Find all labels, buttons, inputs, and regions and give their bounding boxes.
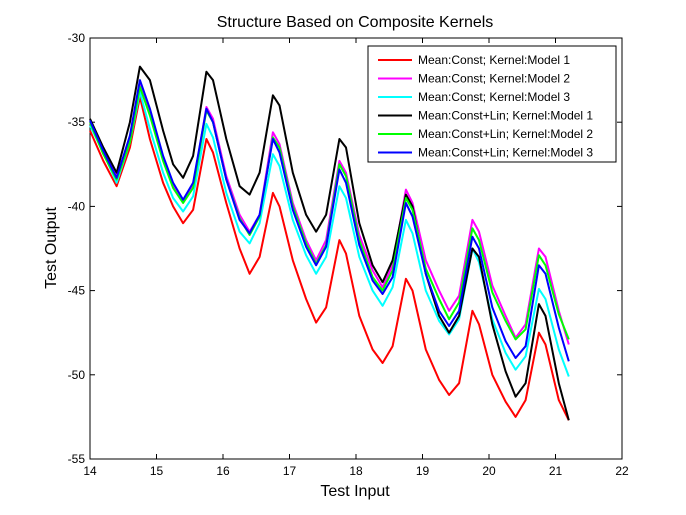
y-tick-label: -50 (68, 368, 86, 382)
x-tick-label: 15 (150, 464, 164, 478)
x-tick-label: 18 (349, 464, 363, 478)
legend-label-2: Mean:Const; Kernel:Model 2 (418, 72, 570, 86)
x-tick-label: 22 (615, 464, 629, 478)
y-tick-label: -35 (68, 115, 86, 129)
series-line-1 (89, 95, 570, 421)
x-axis: 14 15 16 17 18 19 20 21 22 (83, 38, 629, 478)
legend-label-1: Mean:Const; Kernel:Model 1 (418, 53, 570, 67)
legend-label-5: Mean:Const+Lin; Kernel:Model 2 (418, 127, 593, 141)
legend: Mean:Const; Kernel:Model 1 Mean:Const; Ke… (367, 45, 617, 163)
y-axis: -55 -50 -45 -40 -35 -30 (68, 31, 622, 466)
x-tick-label: 21 (549, 464, 563, 478)
series-lines (89, 65, 570, 421)
legend-label-3: Mean:Const; Kernel:Model 3 (418, 90, 570, 104)
y-tick-label: -55 (68, 452, 86, 466)
x-tick-label: 14 (83, 464, 97, 478)
y-tick-label: -40 (68, 199, 86, 213)
x-tick-label: 20 (482, 464, 496, 478)
series-line-6 (89, 79, 570, 362)
legend-label-4: Mean:Const+Lin; Kernel:Model 1 (418, 109, 593, 123)
x-tick-label: 19 (416, 464, 430, 478)
y-tick-label: -30 (68, 31, 86, 45)
series-line-4 (89, 65, 570, 421)
x-tick-label: 17 (283, 464, 297, 478)
x-axis-label: Test Input (320, 483, 390, 500)
legend-label-6: Mean:Const+Lin; Kernel:Model 3 (418, 146, 593, 160)
legend-box (367, 45, 617, 163)
y-tick-label: -45 (68, 284, 86, 298)
y-axis-label: Test Output (43, 207, 60, 289)
chart-title: Structure Based on Composite Kernels (217, 14, 494, 31)
x-tick-label: 16 (216, 464, 230, 478)
